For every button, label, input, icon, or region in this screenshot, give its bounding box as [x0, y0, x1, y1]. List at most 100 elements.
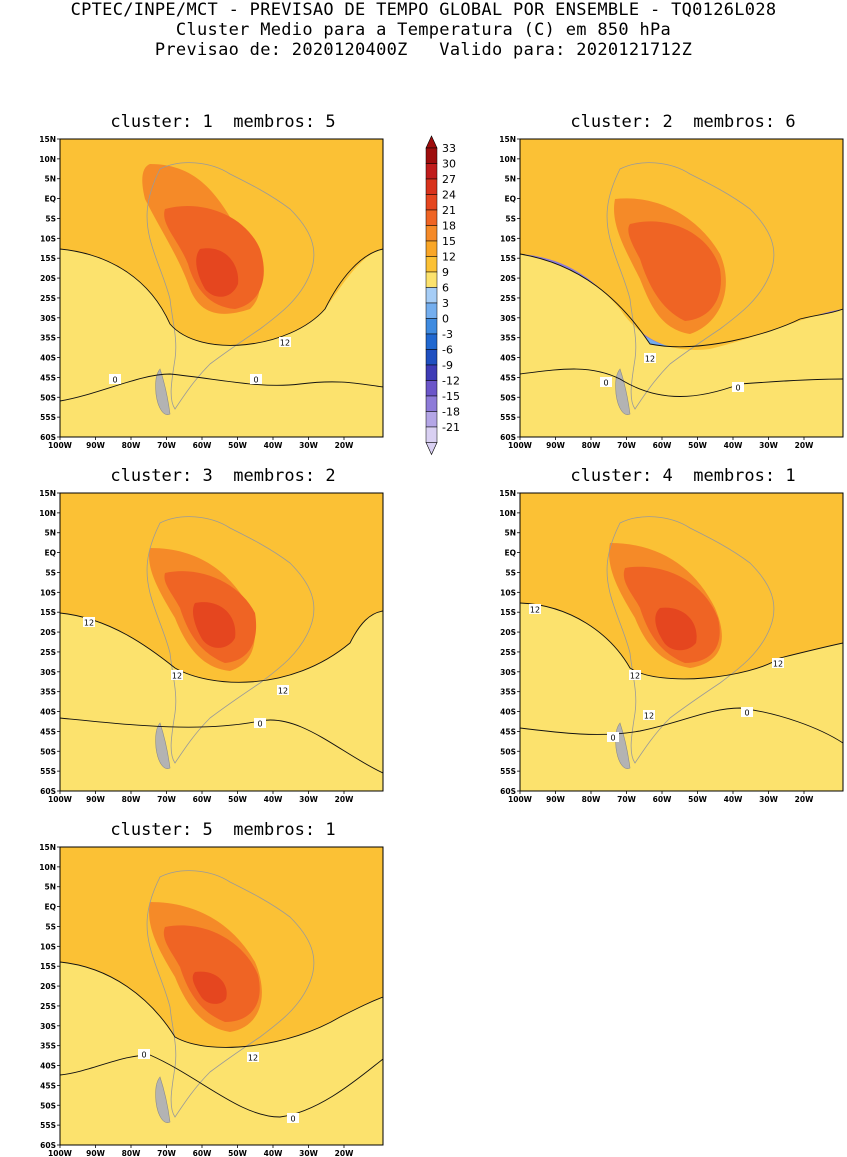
continent-outline: [146, 870, 315, 1118]
lon-label: 60W: [653, 441, 672, 450]
contour-label-box: [171, 670, 183, 680]
lat-label: 15N: [39, 843, 56, 852]
lat-label: 30S: [40, 314, 56, 323]
lon-label: 70W: [157, 441, 176, 450]
contour-label: 0: [141, 1051, 146, 1060]
lat-label: 15S: [40, 254, 56, 263]
contour-label: 0: [290, 1115, 295, 1124]
lat-label: 60S: [40, 1141, 56, 1150]
colorbar-label: -12: [442, 375, 460, 388]
lon-label: 70W: [617, 441, 636, 450]
lon-label: 20W: [335, 795, 354, 804]
contour-label-box: [644, 353, 656, 363]
map-frame: [519, 138, 844, 438]
contour-label-box: [600, 377, 612, 387]
lat-label: 45S: [40, 1081, 56, 1090]
contour-label: 0: [253, 376, 258, 385]
colorbar-label: 27: [442, 173, 456, 186]
lat-label: 50S: [40, 747, 56, 756]
lon-label: 30W: [299, 795, 318, 804]
lat-label: 10S: [40, 942, 56, 951]
colorbar-label: 6: [442, 282, 449, 295]
map-panel-2: 12 0 0 15N 10N 5N EQ 5S 10S 15S 20S 25S 30S 35S 40S 45S…: [499, 135, 844, 450]
lat-label: 25S: [500, 648, 516, 657]
contour-label-box: [138, 1049, 150, 1059]
lon-label: 50W: [688, 441, 707, 450]
lat-label: 10N: [39, 863, 56, 872]
map-frame: [519, 492, 844, 792]
contour-line: [520, 602, 843, 680]
colorbar-label: 12: [442, 251, 456, 264]
contour-label: 12: [630, 672, 640, 681]
colorbar-segment: [425, 271, 438, 288]
lat-label: 15S: [40, 608, 56, 617]
lon-label: 60W: [193, 1149, 212, 1157]
colorbar-label: 21: [442, 204, 456, 217]
lat-label: 55S: [40, 1121, 56, 1130]
lat-label: 25S: [40, 648, 56, 657]
colorbar-segment: [425, 209, 438, 226]
contour-label-box: [643, 710, 655, 720]
lat-label: 10N: [39, 155, 56, 164]
lat-label: 40S: [40, 354, 56, 363]
colorbar-label: 30: [442, 158, 456, 171]
panel-2-title: cluster: 2 membros: 6: [570, 112, 796, 132]
lon-label: 50W: [688, 795, 707, 804]
lat-label: 15S: [40, 962, 56, 971]
colorbar-label: -18: [442, 406, 460, 419]
lat-label: 10N: [499, 155, 516, 164]
colorbar-label: 0: [442, 313, 449, 326]
contour-line: [520, 368, 843, 397]
panel-5-title: cluster: 5 membros: 1: [110, 820, 336, 840]
panel-4-title: cluster: 4 membros: 1: [570, 466, 796, 486]
map-frame: [59, 138, 384, 438]
lon-label: 90W: [86, 1149, 105, 1157]
colorbar-label: 3: [442, 297, 449, 310]
contour-label-box: [741, 707, 753, 717]
lat-label: 5N: [45, 529, 57, 538]
lat-label: EQ: [505, 549, 517, 558]
colorbar-segment: [425, 395, 438, 412]
colorbar-segment: [425, 194, 438, 211]
lat-label: 15N: [39, 135, 56, 144]
lat-label: 30S: [500, 668, 516, 677]
contour-label: 12: [645, 355, 655, 364]
lat-label: 35S: [500, 334, 516, 343]
contour-label-box: [287, 1113, 299, 1123]
lon-label: 70W: [157, 795, 176, 804]
lat-label: 25S: [40, 1002, 56, 1011]
continent-outline: [146, 516, 315, 764]
map-panel-5: 12 0 0 15N 10N 5N EQ 5S 10S 15S 20S 25S 30S 35S 40S 45S…: [39, 843, 384, 1157]
contour-label-box: [732, 382, 744, 392]
patagonia-land: [615, 368, 631, 415]
lat-label: 55S: [500, 413, 516, 422]
colorbar-segment: [425, 147, 438, 164]
lon-label: 70W: [617, 795, 636, 804]
map-panel-1: 12 0 0 15N 10N 5N EQ 5S 10S 15S 20S 25S 30S 35S 40S 45S…: [39, 135, 384, 450]
lon-label: 90W: [86, 795, 105, 804]
lon-label: 100W: [48, 441, 73, 450]
colorbar-label: 9: [442, 266, 449, 279]
lat-label: EQ: [45, 903, 57, 912]
colorbar-bottom-arrow: [425, 442, 438, 456]
colorbar-segment: [425, 287, 438, 304]
map-panel-4: 12 12 12 12 0 0 15N 10N 5N EQ 5S 10S 15S 20S 25S 30S 35S…: [499, 489, 844, 804]
patagonia-land: [155, 368, 171, 415]
lon-label: 40W: [264, 441, 283, 450]
map-frame: [59, 846, 384, 1146]
lat-label: 20S: [40, 274, 56, 283]
header-title: CPTEC/INPE/MCT - PREVISAO DE TEMPO GLOBA…: [70, 0, 777, 20]
temperature-band: [196, 248, 239, 297]
contour-label-box: [279, 337, 291, 347]
colorbar-label: -21: [442, 421, 460, 434]
header-dates: Previsao de: 2020120400Z Valido para: 20…: [154, 40, 693, 60]
lat-label: 10N: [39, 509, 56, 518]
colorbar-segment: [425, 380, 438, 397]
lat-label: 5S: [45, 922, 56, 931]
lat-label: 45S: [500, 373, 516, 382]
colorbar-label: 24: [442, 189, 456, 202]
lon-label: 20W: [795, 441, 814, 450]
colorbar-segment: [425, 163, 438, 180]
panel-1-title: cluster: 1 membros: 5: [110, 112, 336, 132]
